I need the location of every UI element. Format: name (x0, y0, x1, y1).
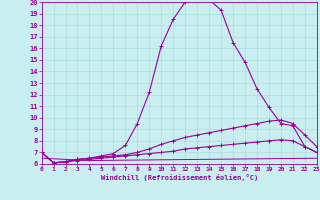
X-axis label: Windchill (Refroidissement éolien,°C): Windchill (Refroidissement éolien,°C) (100, 174, 258, 181)
